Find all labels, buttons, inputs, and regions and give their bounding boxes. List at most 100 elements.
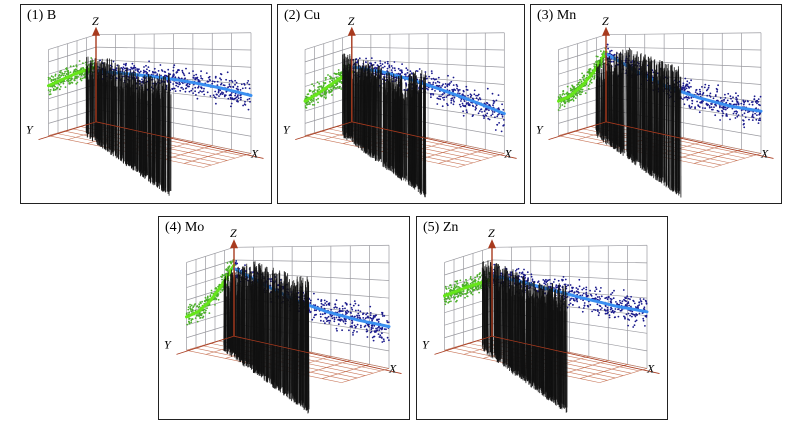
- bar-spike: [378, 87, 380, 162]
- right-wall-gridline-h: [233, 259, 390, 264]
- bars-layer: [85, 56, 172, 196]
- blue-point: [369, 314, 372, 317]
- blue-point: [441, 105, 444, 108]
- blue-point: [375, 67, 378, 70]
- green-point: [470, 278, 473, 281]
- right-wall-gridline-h: [351, 32, 505, 36]
- bar-spike: [238, 274, 241, 360]
- panel-label: (2) Cu: [284, 8, 321, 23]
- blue-point: [197, 79, 200, 82]
- bar-spike: [231, 287, 234, 351]
- bar-spike: [372, 74, 375, 154]
- blue-point: [209, 95, 212, 97]
- green-point: [453, 284, 456, 286]
- blue-point: [213, 80, 216, 83]
- green-point: [568, 101, 570, 103]
- blue-point: [688, 82, 691, 84]
- blue-point: [432, 77, 435, 80]
- blue-point: [751, 113, 754, 116]
- green-point: [204, 296, 207, 299]
- bar-spike: [640, 53, 642, 169]
- green-point: [220, 275, 222, 278]
- blue-point: [721, 114, 724, 117]
- blue-point: [432, 83, 434, 86]
- blue-point: [243, 82, 246, 85]
- blue-point: [328, 303, 330, 306]
- blue-point: [244, 87, 247, 89]
- blue-point: [147, 66, 150, 68]
- green-point: [75, 64, 78, 66]
- green-point: [572, 99, 575, 102]
- blue-point: [375, 329, 377, 332]
- green-point: [322, 84, 325, 87]
- blue-point: [756, 102, 758, 105]
- blue-point: [372, 315, 375, 317]
- bar-spike: [597, 75, 599, 131]
- green-point: [61, 73, 64, 75]
- green-point: [577, 83, 579, 86]
- blue-point: [457, 92, 459, 94]
- blue-point: [436, 80, 439, 83]
- blue-point: [708, 94, 711, 97]
- blue-point: [344, 307, 346, 310]
- blue-point: [740, 102, 743, 105]
- blue-point: [410, 72, 413, 74]
- green-point: [600, 63, 603, 66]
- blue-point: [357, 309, 360, 312]
- blue-point: [609, 50, 611, 53]
- green-point: [315, 98, 318, 101]
- green-point: [69, 79, 72, 82]
- green-point: [71, 82, 74, 84]
- green-point: [200, 314, 203, 317]
- blue-point: [702, 92, 705, 94]
- blue-point: [432, 93, 435, 96]
- green-point: [194, 317, 197, 319]
- blue-point: [239, 94, 242, 97]
- bar-spike: [228, 287, 230, 349]
- blue-point: [232, 86, 235, 89]
- blue-point: [721, 109, 723, 112]
- blue-point: [123, 63, 125, 66]
- blue-point: [339, 319, 341, 322]
- blue-point: [383, 340, 385, 343]
- bar-spike: [154, 98, 156, 184]
- blue-point: [684, 77, 687, 80]
- blue-point: [488, 103, 490, 106]
- green-point: [214, 287, 217, 290]
- blue-point: [444, 86, 446, 89]
- blue-point: [319, 315, 322, 318]
- green-point: [54, 73, 57, 76]
- green-point: [600, 66, 603, 69]
- blue-point: [136, 69, 139, 72]
- green-point: [187, 308, 190, 311]
- green-point: [587, 87, 590, 90]
- blue-point: [228, 94, 231, 97]
- blue-point: [462, 90, 465, 93]
- green-point: [319, 85, 321, 88]
- blue-point: [248, 87, 251, 90]
- blue-point: [173, 87, 175, 90]
- blue-point: [494, 129, 497, 131]
- green-point: [57, 75, 60, 77]
- blue-point: [322, 320, 325, 322]
- green-point: [203, 311, 205, 313]
- blue-point: [359, 316, 361, 319]
- green-point: [562, 92, 564, 95]
- green-point: [227, 266, 229, 269]
- green-point: [50, 75, 53, 78]
- blue-point: [742, 123, 745, 126]
- bar-spike: [145, 100, 148, 177]
- blue-point: [378, 336, 381, 338]
- blue-point: [497, 113, 499, 116]
- green-point: [573, 88, 575, 90]
- blue-point: [345, 318, 347, 320]
- blue-point: [477, 93, 480, 96]
- green-point: [59, 85, 62, 88]
- green-point: [469, 287, 472, 290]
- blue-point: [353, 324, 356, 327]
- green-point: [69, 65, 72, 68]
- blue-point: [372, 64, 375, 66]
- blue-point: [686, 83, 689, 86]
- blue-point: [344, 322, 347, 325]
- green-point: [189, 307, 192, 310]
